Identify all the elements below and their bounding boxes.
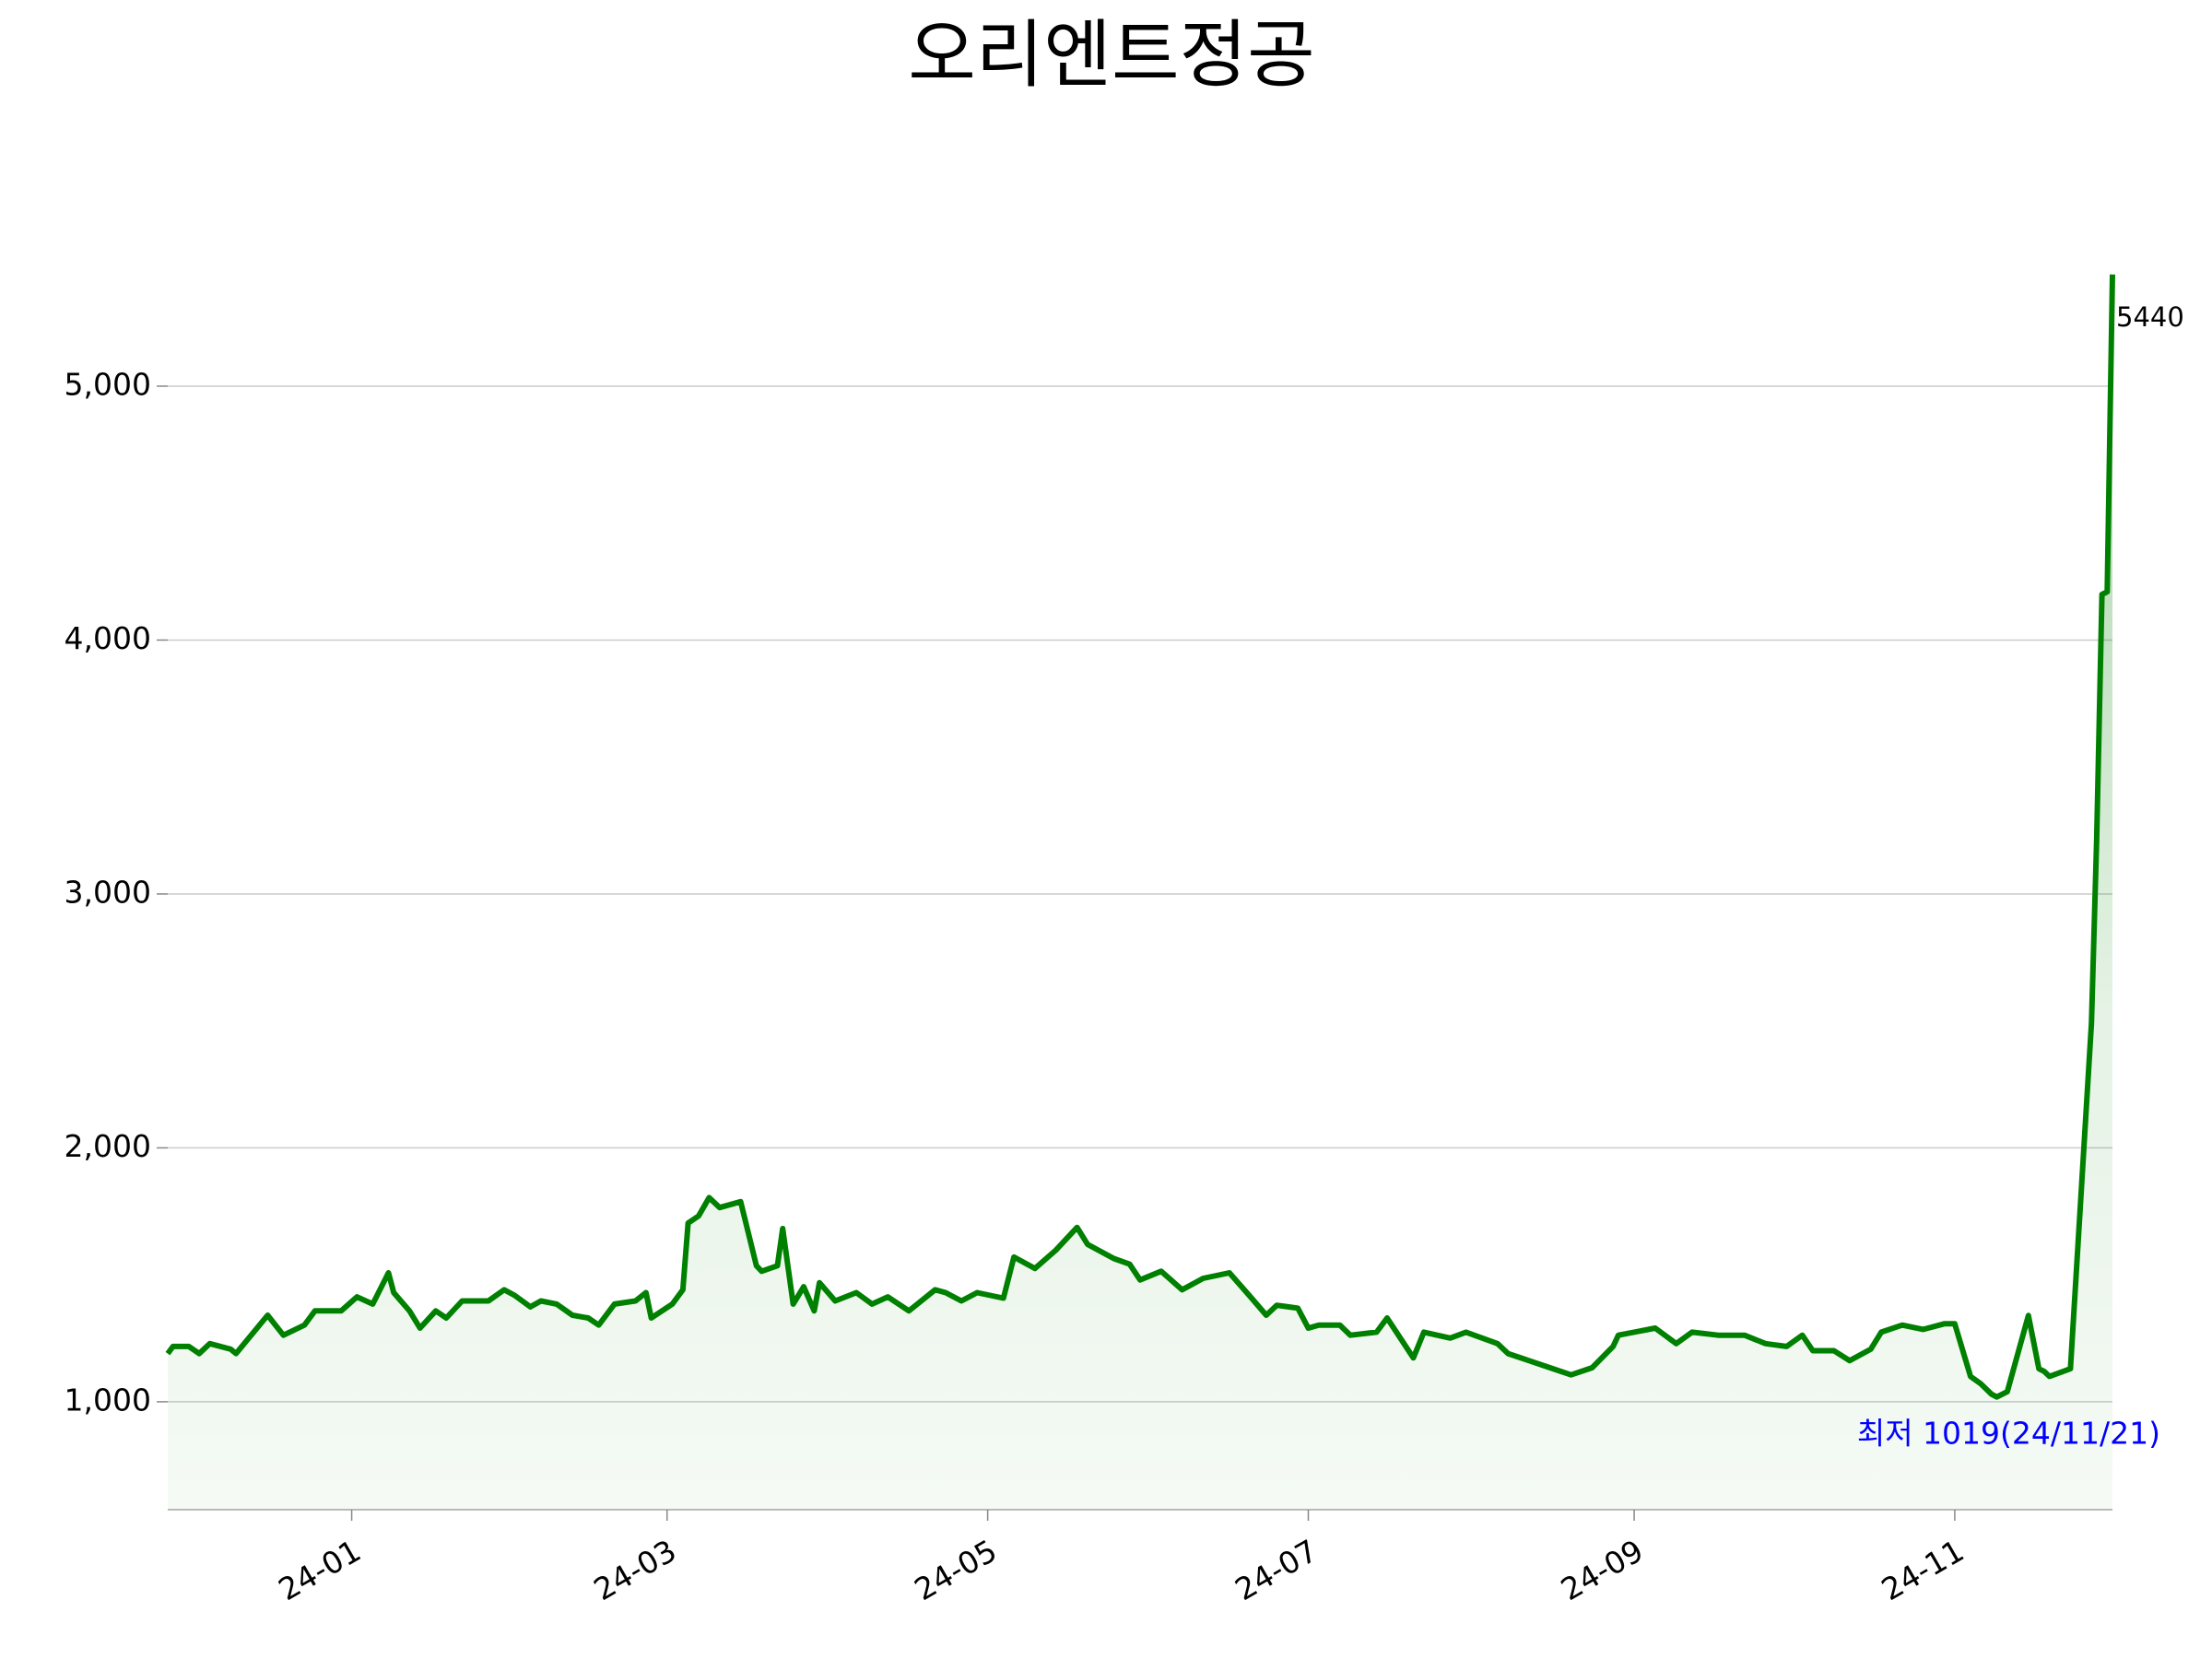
area bbox=[168, 274, 2112, 1510]
x-tick-label: 24-03 bbox=[588, 1533, 683, 1608]
chart-title: 오리엔트정공 bbox=[908, 12, 1315, 98]
y-tick-label: 1,000 bbox=[65, 1382, 151, 1418]
x-tick-label: 24-07 bbox=[1229, 1533, 1324, 1608]
x-tick-label: 24-11 bbox=[1876, 1533, 1971, 1608]
annotation: 최저 1019(24/11/21) bbox=[1857, 1416, 2160, 1452]
y-tick-label: 2,000 bbox=[65, 1128, 151, 1164]
y-tick-label: 5,000 bbox=[65, 366, 151, 402]
x-tick-label: 24-01 bbox=[272, 1533, 367, 1608]
x-tick-label: 24-05 bbox=[908, 1533, 1003, 1608]
line bbox=[165, 274, 2115, 1400]
x-tick-label: 24-09 bbox=[1555, 1533, 1650, 1608]
y-tick-label: 3,000 bbox=[65, 874, 151, 910]
y-tick-label: 4,000 bbox=[65, 620, 151, 656]
value-label: 5440 bbox=[2116, 301, 2184, 333]
